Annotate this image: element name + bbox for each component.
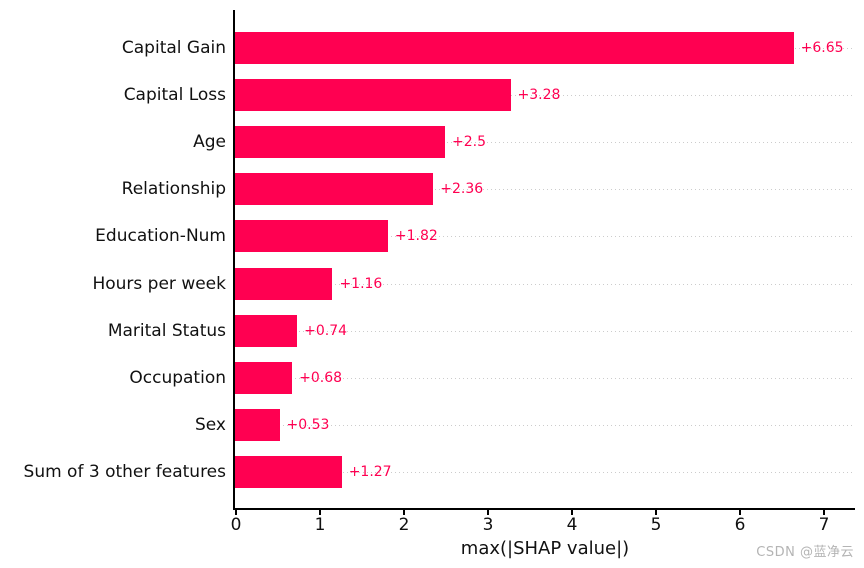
bar-value-label: +2.36 [440,181,484,198]
bar-sex [235,408,280,441]
bar-occupation [235,361,293,394]
row-gridline [235,424,855,426]
x-axis-tick [655,510,658,515]
x-axis-tick-label: 1 [314,515,326,535]
row-gridline [235,189,855,191]
x-axis-tick-label: 5 [650,515,662,535]
row-gridline [235,471,855,473]
x-axis-tick [487,510,490,515]
bar-value-label: +0.74 [304,322,348,339]
x-axis-tick-label: 6 [734,515,746,535]
x-axis-tick [571,510,574,515]
x-axis-tick-label: 4 [566,515,578,535]
row-gridline [235,330,855,332]
bar-value-label: +0.53 [286,416,330,433]
x-axis-tick [403,510,406,515]
bar-hours-per-week [235,267,333,300]
x-axis-tick-label: 0 [230,515,242,535]
watermark-text: CSDN @蓝净云 [756,545,854,560]
feature-label: Education-Num [95,226,226,247]
feature-label: Sum of 3 other features [23,461,226,482]
x-axis-tick-label: 2 [398,515,410,535]
bar-value-label: +3.28 [517,87,561,104]
bar-value-label: +1.16 [339,275,383,292]
plot-area: +6.65 +3.28 +2.5 +2.36 +1.82 +1.16 +0.74 +0.68 +… [235,10,855,509]
bar-value-label: +1.27 [348,463,392,480]
bar-value-label: +1.82 [394,228,438,245]
x-axis-tick-label: 7 [818,515,830,535]
row-gridline [235,377,855,379]
x-axis-tick [319,510,321,515]
bar-education-num [235,220,388,253]
y-axis-labels: Capital Gain Capital Loss Age Relationship E… [0,10,226,509]
feature-label: Capital Loss [123,85,226,106]
y-axis-spine [233,10,235,510]
feature-label: Marital Status [107,320,226,341]
feature-label: Occupation [129,367,226,388]
bar-age [235,126,446,159]
row-gridline [235,95,855,97]
bar-relationship [235,173,434,206]
bar-sum-of-3-other-features [235,455,342,488]
bar-value-label: +0.68 [299,369,343,386]
x-axis-spine [233,508,855,510]
row-gridline [235,236,855,238]
feature-label: Capital Gain [121,38,226,58]
x-axis-tick [235,510,237,515]
row-gridline [235,142,855,144]
feature-label: Relationship [121,179,226,200]
x-axis-label: max(|SHAP value|) [460,538,630,559]
bar-capital-loss [235,79,511,112]
bar-value-label: +2.5 [452,134,487,151]
row-gridline [235,283,855,285]
x-axis-tick [739,510,742,515]
bar-value-label: +6.65 [800,40,844,56]
x-axis-tick [823,510,826,515]
feature-label: Hours per week [92,273,226,294]
bar-capital-gain [235,32,794,64]
feature-label: Sex [194,414,226,435]
feature-label: Age [193,132,226,153]
bar-marital-status [235,314,298,347]
x-axis-tick-label: 3 [482,515,494,535]
